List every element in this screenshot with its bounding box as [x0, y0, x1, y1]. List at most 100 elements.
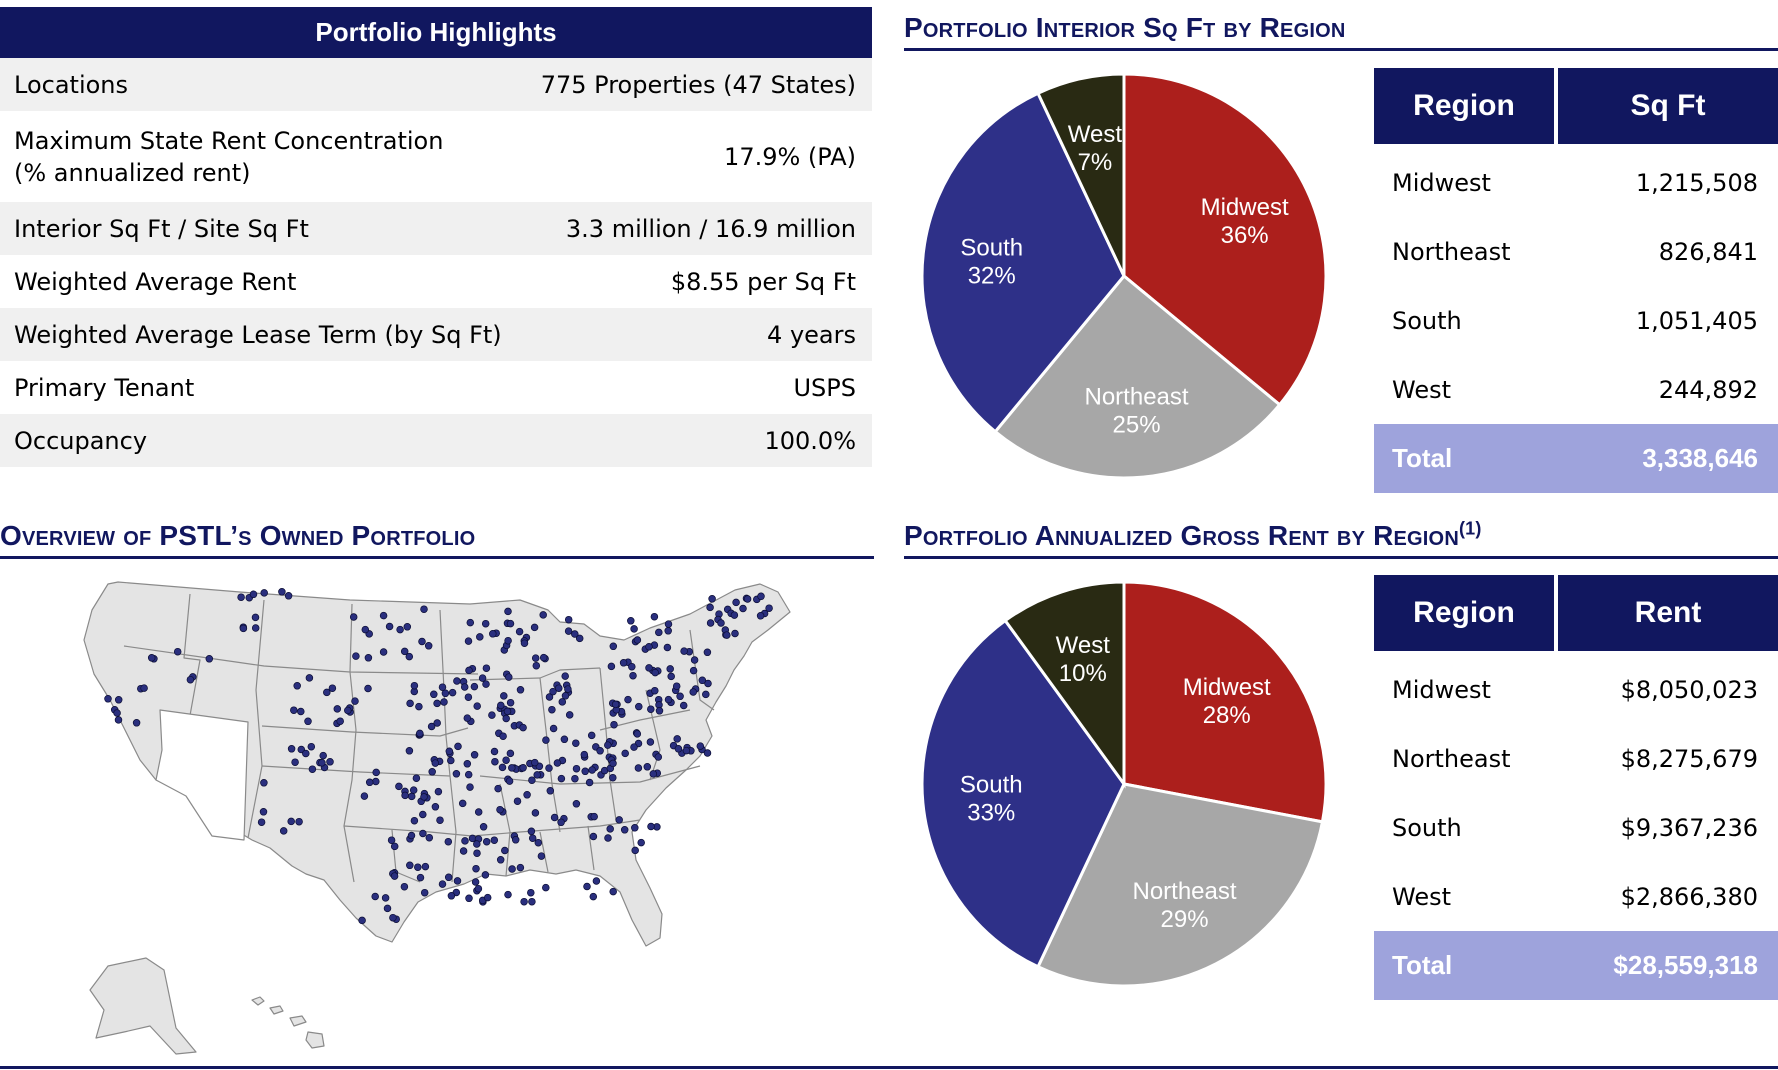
map-property-dot [703, 648, 712, 657]
map-property-dot [490, 836, 499, 844]
map-property-dot [494, 784, 502, 793]
map-property-dot [304, 717, 312, 726]
map-property-dot [654, 753, 663, 761]
map-property-dot [645, 643, 653, 651]
region-value: 244,892 [1658, 375, 1758, 404]
map-arizona [155, 709, 249, 841]
map-property-dot [689, 688, 697, 696]
map-property-dot [581, 767, 589, 776]
map-property-dot [706, 603, 714, 612]
region-name: West [1392, 882, 1452, 911]
highlights-row-lease-term: Weighted Average Lease Term (by Sq Ft) 4… [0, 308, 872, 361]
map-property-dot [564, 615, 573, 624]
map-property-dot [539, 653, 548, 662]
pie-label-midwest: Midwest 36% [1201, 194, 1289, 249]
map-property-dot [528, 897, 536, 906]
map-property-dot [606, 825, 614, 833]
map-property-dot [481, 871, 490, 879]
map-property-dot [587, 731, 596, 740]
map-property-dot [666, 665, 674, 673]
map-property-dot [297, 707, 305, 716]
map-property-dot [630, 743, 638, 751]
map-property-dot [646, 738, 655, 746]
map-property-dot [113, 709, 121, 717]
map-property-dot [679, 701, 688, 710]
map-property-dot [500, 692, 508, 700]
map-property-dot [505, 673, 513, 681]
map-property-dot [482, 837, 491, 846]
region-name: Midwest [1392, 675, 1491, 704]
map-property-dot [440, 698, 448, 706]
map-property-dot [590, 812, 598, 821]
highlights-value: USPS [793, 373, 856, 402]
total-value: 3,338,646 [1642, 443, 1758, 473]
rent-row-west: West $2,866,380 [1374, 862, 1778, 931]
map-property-dot [596, 747, 604, 755]
map-property-dot [387, 836, 396, 844]
map-hawaii [251, 996, 325, 1049]
sqft-section-rule [904, 48, 1778, 51]
map-property-dot [624, 695, 632, 704]
map-property-dot [519, 723, 527, 732]
map-property-dot [461, 837, 469, 845]
map-property-dot [239, 624, 248, 633]
map-property-dot [379, 611, 388, 620]
map-property-dot [633, 636, 642, 644]
highlights-row-locations: Locations 775 Properties (47 States) [0, 58, 872, 111]
map-property-dot [407, 792, 416, 801]
map-property-dot [739, 604, 747, 613]
map-property-dot [284, 592, 293, 600]
map-property-dot [481, 619, 490, 628]
map-property-dot [463, 714, 472, 722]
map-property-dot [571, 630, 579, 638]
map-property-dot [454, 742, 462, 751]
map-property-dot [351, 697, 359, 705]
pie-slice-northeast [1035, 782, 1325, 988]
map-property-dot [114, 716, 123, 724]
region-name: South [1392, 306, 1462, 335]
map-property-dot [631, 846, 639, 855]
pie-slice-midwest [1122, 580, 1328, 824]
map-property-dot [441, 689, 450, 698]
map-property-dot [651, 668, 659, 677]
map-property-dot [723, 631, 731, 639]
map-property-dot [140, 684, 148, 692]
map-property-dot [482, 664, 491, 672]
highlights-label: Primary Tenant [14, 373, 195, 402]
map-property-dot [497, 701, 505, 710]
map-property-dot [504, 890, 512, 899]
map-property-dot [436, 816, 444, 824]
map-property-dot [604, 741, 612, 749]
map-property-dot [447, 756, 455, 765]
map-property-dot [471, 878, 480, 886]
sqft-pie-slices: Midwest 36% Northeast 25% South 32% West 7% [920, 72, 1328, 480]
map-property-dot [672, 682, 681, 690]
rent-header-value: Rent [1558, 575, 1778, 651]
map-property-dot [463, 760, 472, 768]
map-property-dot [147, 654, 156, 662]
map-property-dot [673, 735, 681, 743]
map-property-dot [406, 861, 414, 870]
map-property-dot [647, 705, 655, 713]
region-value: $8,050,023 [1620, 675, 1758, 704]
map-property-dot [361, 625, 370, 634]
map-property-dot [609, 887, 617, 896]
rent-row-south: South $9,367,236 [1374, 793, 1778, 862]
map-property-dot [631, 824, 639, 832]
map-property-dot [302, 749, 310, 758]
map-property-dot [633, 730, 642, 738]
pie-label-south: South 33% [960, 772, 1023, 827]
map-property-dot [483, 893, 492, 902]
map-property-dot [279, 827, 288, 835]
map-property-dot [645, 664, 653, 672]
region-name: Midwest [1392, 168, 1491, 197]
map-property-dot [756, 612, 765, 620]
map-property-dot [473, 702, 481, 710]
rent-pie-slices: Midwest 28% Northeast 29% South 33% West 10% [920, 580, 1328, 988]
map-property-dot [434, 787, 443, 796]
map-property-dot [424, 642, 433, 650]
sqft-row-south: South 1,051,405 [1374, 286, 1778, 355]
map-property-dot [381, 894, 390, 902]
sqft-pie-chart: Midwest 36% Northeast 25% South 32% West 7% [920, 72, 1328, 480]
map-property-dot [326, 758, 334, 766]
